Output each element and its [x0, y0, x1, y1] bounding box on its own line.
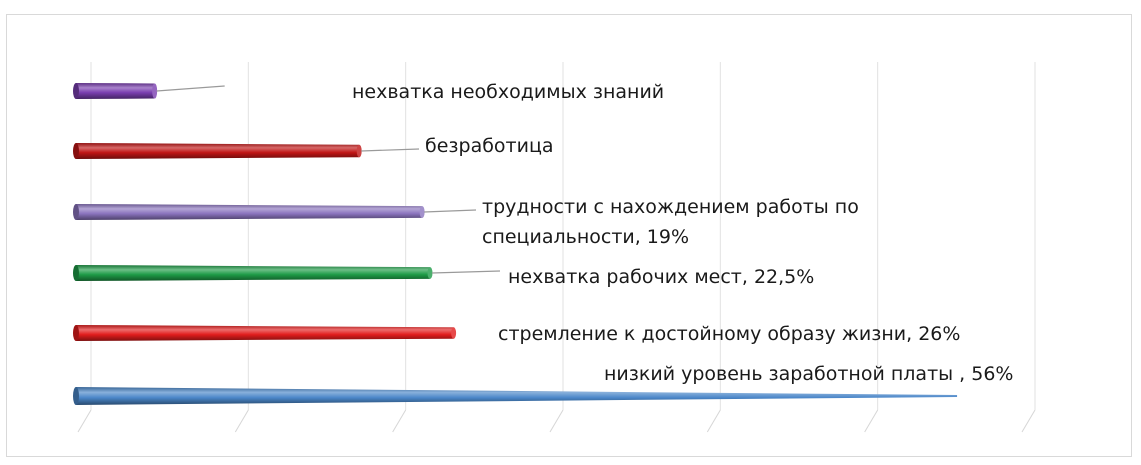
data-label: нехватка необходимых знаний: [352, 81, 664, 103]
gridline: [1021, 62, 1036, 433]
gridline: [392, 62, 407, 433]
gridline: [706, 62, 721, 433]
data-label: безработица: [425, 135, 554, 157]
data-label: стремление к достойному образу жизни, 26…: [498, 323, 960, 345]
leader-line: [156, 85, 225, 92]
bar: [73, 143, 362, 159]
data-label: трудности с нахождением работы по специал…: [482, 196, 859, 248]
leader-line: [424, 209, 477, 213]
bar: [73, 83, 158, 99]
gridline: [77, 62, 92, 433]
leader-line: [431, 270, 501, 274]
data-label: низкий уровень заработной платы , 56%: [604, 363, 1013, 385]
leader-line: [361, 148, 420, 152]
gridline: [549, 62, 564, 433]
bar: [73, 325, 457, 341]
bar: [73, 204, 425, 220]
gridline: [864, 62, 879, 433]
bar: [73, 387, 958, 405]
data-label: нехватка рабочих мест, 22,5%: [508, 266, 814, 288]
gridline: [234, 62, 249, 433]
bar: [73, 265, 433, 281]
